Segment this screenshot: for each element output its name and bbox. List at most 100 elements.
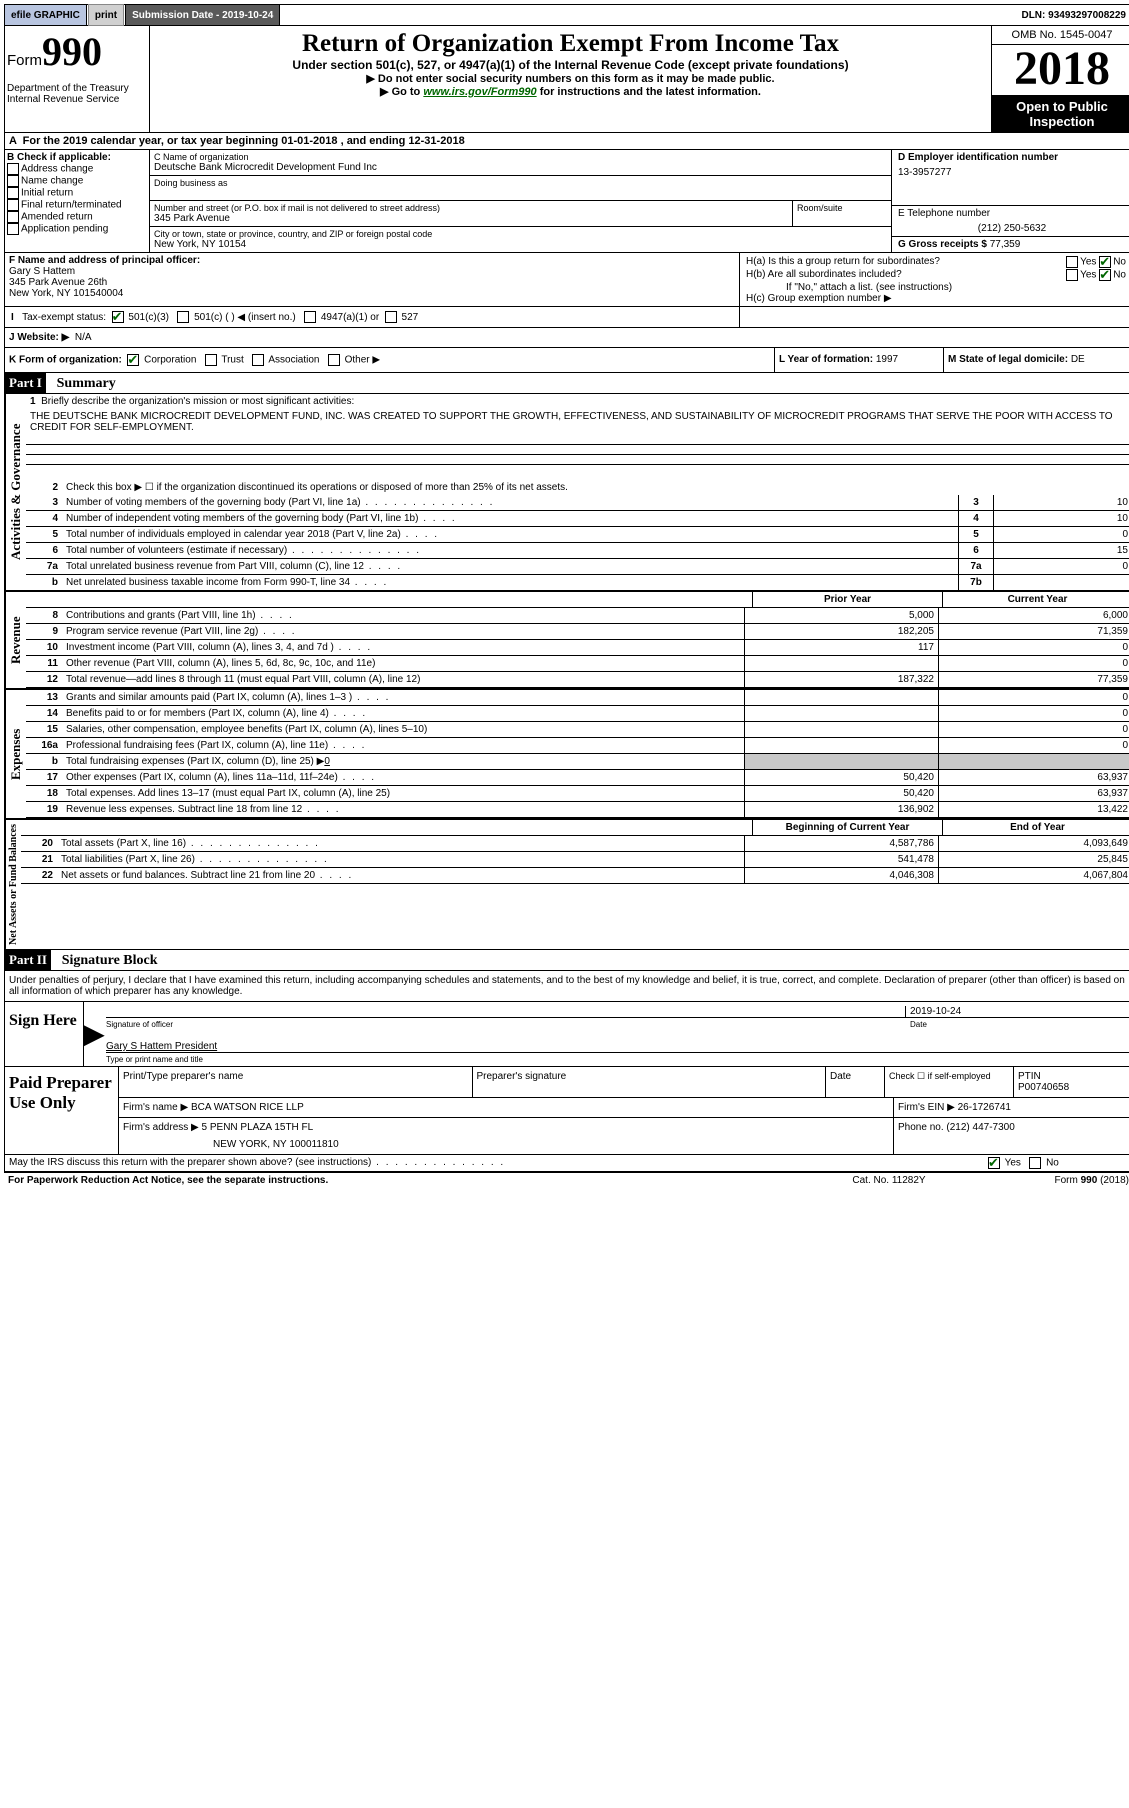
line5-value: 0 [993,527,1129,542]
preparer-row: Paid Preparer Use Only Print/Type prepar… [5,1067,1129,1155]
line21-current: 25,845 [938,852,1129,867]
line22-current: 4,067,804 [938,868,1129,883]
line17-current: 63,937 [938,770,1129,785]
box-f: F Name and address of principal officer:… [5,253,740,306]
line6-label: Total number of volunteers (estimate if … [62,543,958,558]
officer-addr1: 345 Park Avenue 26th [9,277,735,288]
sig-officer-label: Signature of officer [106,1020,910,1029]
chk-discuss-no[interactable] [1029,1157,1041,1169]
line15-label: Salaries, other compensation, employee b… [62,722,744,737]
netassets-section: Net Assets or Fund Balances Beginning of… [5,820,1129,950]
form-header: Form990 Department of the Treasury Inter… [5,26,1129,133]
line8-current: 6,000 [938,608,1129,623]
chk-other[interactable] [328,354,340,366]
discuss-row: May the IRS discuss this return with the… [5,1155,1129,1172]
gross-value: 77,359 [990,239,1021,250]
line16a-label: Professional fundraising fees (Part IX, … [62,738,744,753]
line16b-label: Total fundraising expenses (Part IX, col… [62,754,744,769]
chk-4947[interactable] [304,311,316,323]
line13-current: 0 [938,690,1129,705]
line18-label: Total expenses. Add lines 13–17 (must eq… [62,786,744,801]
revenue-section: Revenue Prior Year Current Year 8 Contri… [5,592,1129,690]
org-city: New York, NY 10154 [154,239,887,250]
line4-label: Number of independent voting members of … [62,511,958,526]
chk-527[interactable] [385,311,397,323]
line9-label: Program service revenue (Part VIII, line… [62,624,744,639]
print-button[interactable]: print [88,4,124,26]
chk-hb-no[interactable] [1099,269,1111,281]
activities-label: Activities & Governance [5,394,26,590]
officer-label: F Name and address of principal officer: [9,255,735,266]
addr-label: Number and street (or P.O. box if mail i… [154,203,788,213]
chk-501c[interactable] [177,311,189,323]
line7b-label: Net unrelated business taxable income fr… [62,575,958,590]
ein-value: 13-3957277 [898,167,1126,178]
line6-value: 15 [993,543,1129,558]
prior-year-header: Prior Year [752,592,942,607]
box-d: D Employer identification number 13-3957… [891,150,1129,252]
line22-label: Net assets or fund balances. Subtract li… [57,868,744,883]
box-m: M State of legal domicile: DE [944,348,1129,372]
line20-prior: 4,587,786 [744,836,938,851]
line19-current: 13,422 [938,802,1129,817]
hc-label: H(c) Group exemption number ▶ [746,293,1126,304]
revenue-label: Revenue [5,592,26,688]
box-b-header: B Check if applicable: [7,152,147,163]
box-k: K Form of organization: Corporation Trus… [5,348,775,372]
form-label: Form [7,52,42,69]
chk-final-return[interactable] [7,199,19,211]
chk-corporation[interactable] [127,354,139,366]
line3-value: 10 [993,495,1129,510]
officer-addr2: New York, NY 101540004 [9,288,735,299]
line20-current: 4,093,649 [938,836,1129,851]
chk-trust[interactable] [205,354,217,366]
form-number: 990 [42,29,102,74]
chk-address-change[interactable] [7,163,19,175]
form-title: Return of Organization Exempt From Incom… [154,30,987,58]
section-b-c-d: B Check if applicable: Address change Na… [5,150,1129,253]
line17-prior: 50,420 [744,770,938,785]
hb-label: H(b) Are all subordinates included? [746,269,902,281]
chk-association[interactable] [252,354,264,366]
line14-prior [744,706,938,721]
box-h: H(a) Is this a group return for subordin… [740,253,1129,306]
part1-header: Part I [5,373,46,393]
chk-discuss-yes[interactable] [988,1157,1000,1169]
chk-application-pending[interactable] [7,223,19,235]
line5-label: Total number of individuals employed in … [62,527,958,542]
dba-label: Doing business as [154,178,887,188]
sig-date: 2019-10-24 [905,1006,1129,1017]
prep-date-header: Date [826,1067,885,1097]
city-label: City or town, state or province, country… [154,229,887,239]
line21-label: Total liabilities (Part X, line 26) [57,852,744,867]
part2-title: Signature Block [54,953,158,968]
preparer-label: Paid Preparer Use Only [5,1067,119,1154]
form-subtitle: Under section 501(c), 527, or 4947(a)(1)… [154,58,987,72]
line3-label: Number of voting members of the governin… [62,495,958,510]
form-no-footer: Form 990 (2018) [989,1175,1129,1186]
line11-prior [744,656,938,671]
chk-hb-yes[interactable] [1066,269,1078,281]
line16a-current: 0 [938,738,1129,753]
form-container: Form990 Department of the Treasury Inter… [4,26,1129,1173]
prep-ptin: PTIN P00740658 [1014,1067,1129,1097]
chk-name-change[interactable] [7,175,19,187]
line10-label: Investment income (Part VIII, column (A)… [62,640,744,655]
submission-date: Submission Date - 2019-10-24 [125,5,280,25]
header-line1: ▶ Do not enter social security numbers o… [154,72,987,85]
chk-ha-yes[interactable] [1066,256,1078,268]
sign-here-label: Sign Here [5,1002,84,1066]
chk-501c3[interactable] [112,311,124,323]
line18-prior: 50,420 [744,786,938,801]
prep-name-header: Print/Type preparer's name [119,1067,473,1097]
chk-initial-return[interactable] [7,187,19,199]
sig-date-label: Date [910,1020,1129,1029]
public-inspection: Open to Public Inspection [992,96,1129,132]
line2-label: Check this box ▶ ☐ if the organization d… [62,480,1129,495]
line16a-prior [744,738,938,753]
chk-amended-return[interactable] [7,211,19,223]
discuss-label: May the IRS discuss this return with the… [9,1157,988,1169]
line14-current: 0 [938,706,1129,721]
part1-title: Summary [49,376,116,391]
irs-link[interactable]: www.irs.gov/Form990 [423,86,536,98]
